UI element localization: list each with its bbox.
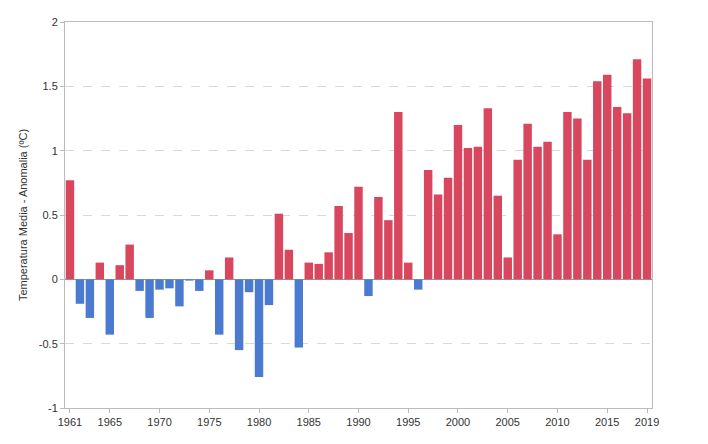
svg-text:-1: -1 (48, 402, 58, 414)
svg-text:1: 1 (52, 145, 58, 157)
svg-text:1965: 1965 (98, 416, 122, 428)
svg-text:Temperatura Media - Anomalia (: Temperatura Media - Anomalia (ºC) (17, 129, 29, 301)
svg-text:2015: 2015 (595, 416, 619, 428)
svg-text:1970: 1970 (147, 416, 171, 428)
svg-text:1961: 1961 (58, 416, 82, 428)
svg-text:2005: 2005 (495, 416, 519, 428)
svg-text:1985: 1985 (297, 416, 321, 428)
svg-text:1975: 1975 (197, 416, 221, 428)
svg-text:2010: 2010 (545, 416, 569, 428)
svg-text:1990: 1990 (346, 416, 370, 428)
svg-text:2000: 2000 (446, 416, 470, 428)
svg-text:-0.5: -0.5 (39, 338, 58, 350)
svg-text:1980: 1980 (247, 416, 271, 428)
svg-text:1.5: 1.5 (43, 80, 58, 92)
svg-text:2019: 2019 (635, 416, 659, 428)
svg-text:1995: 1995 (396, 416, 420, 428)
svg-text:0.5: 0.5 (43, 209, 58, 221)
svg-text:0: 0 (52, 273, 58, 285)
svg-text:2: 2 (52, 16, 58, 28)
